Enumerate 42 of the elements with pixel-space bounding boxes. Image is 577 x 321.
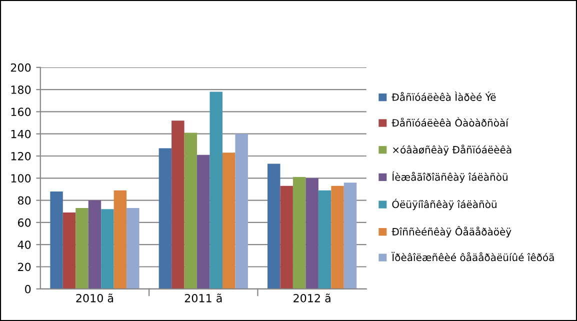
bar — [76, 208, 88, 289]
y-tick-label: 200 — [10, 63, 31, 72]
y-tick-label: 160 — [11, 108, 31, 116]
bar — [62, 212, 76, 289]
bar — [292, 177, 306, 289]
y-tick-label: 180 — [11, 86, 31, 94]
x-tick-label: 2010 ã — [76, 294, 114, 302]
bar — [306, 178, 318, 289]
bar — [88, 200, 102, 289]
y-tick-label: 100 — [11, 174, 31, 183]
x-tick-label: 2012 ã — [294, 294, 330, 302]
bar — [318, 190, 332, 289]
bar — [210, 92, 222, 289]
legend-label: Ðåñïóáëèêà Òàòàðñòàí — [392, 117, 509, 127]
bar — [50, 191, 63, 289]
y-tick-label: 60 — [18, 218, 31, 227]
bar — [268, 164, 280, 289]
legend-label: ×óâàøñêàÿ Ðåñïóáëèêà — [393, 144, 512, 156]
bar — [158, 148, 172, 289]
y-tick-label: 120 — [11, 152, 31, 160]
legend-label: Íèæåãîðîäñêàÿ îáëàñòü — [392, 171, 508, 183]
bar — [280, 186, 293, 289]
bar — [222, 152, 236, 289]
bar — [184, 132, 198, 289]
bar — [331, 186, 344, 289]
bar — [235, 134, 248, 289]
y-tick-label: 0 — [25, 284, 31, 294]
y-tick-label: 80 — [18, 196, 31, 205]
bar — [114, 190, 127, 289]
y-tick-label: 20 — [18, 262, 31, 272]
legend-label: Ïðèâîëæñêèé ôåäåðàëüíûé îêðóã — [392, 252, 554, 262]
legend-label: Ðåñïóáëèêà Ìàðèé Ýë — [392, 92, 496, 101]
legend-label: Ðîññèéñêàÿ Ôåäåðàöèÿ — [392, 226, 512, 238]
legend-label: Óëüÿíîâñêàÿ îáëàñòü — [392, 198, 496, 210]
y-tick-label: 140 — [11, 130, 31, 138]
bar — [101, 209, 114, 289]
bar — [126, 208, 140, 289]
y-tick-label: 40 — [18, 240, 31, 249]
bar — [344, 182, 357, 289]
x-tick-label: 2011 ã — [184, 294, 222, 302]
bar — [197, 154, 210, 289]
bar — [172, 120, 184, 289]
